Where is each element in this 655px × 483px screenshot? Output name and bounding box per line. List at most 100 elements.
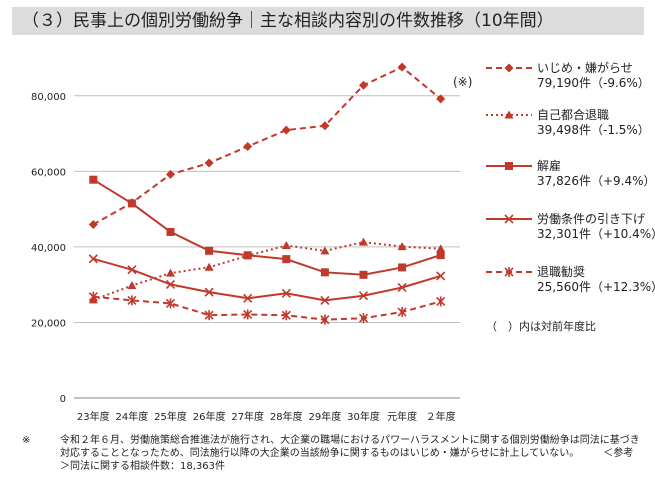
data-point [243, 293, 253, 303]
data-point [320, 121, 330, 131]
data-point [320, 295, 330, 305]
x-tick-label: 29年度 [309, 410, 342, 423]
data-point [359, 237, 368, 246]
data-point [281, 241, 291, 250]
legend-swatch-marker [504, 63, 514, 73]
x-tick-label: 24年度 [116, 410, 149, 423]
gridlines [74, 95, 460, 323]
data-point [166, 268, 175, 277]
line-chart: 0 20,000 40,000 60,000 80,000 23年度 24年度 25年度 26年… [31, 60, 655, 423]
legend-swatch-marker [504, 267, 514, 277]
data-point [88, 291, 98, 302]
axes: 0 20,000 40,000 60,000 80,000 23年度 24年度 25年度 26年… [31, 92, 460, 423]
data-point [127, 265, 137, 275]
data-point [359, 270, 368, 279]
legend-swatch-marker [505, 162, 513, 170]
data-point [165, 298, 176, 309]
data-point [436, 251, 445, 260]
data-point [89, 175, 98, 184]
footnote: ※ 令和２年６月、労働施策総合推進法が施行され、大企業の職場におけるパワーハラス… [22, 434, 642, 473]
x-tick-label: 25年度 [154, 410, 187, 423]
legend-swatch-marker [504, 214, 514, 224]
x-tick-label: 30年度 [347, 410, 380, 423]
data-point [204, 262, 214, 271]
data-point [243, 309, 253, 320]
data-point [397, 62, 407, 72]
page-title: （３）民事上の個別労働紛争｜主な相談内容別の件数推移（10年間） [12, 7, 644, 35]
series-line [93, 295, 441, 321]
series-line [92, 66, 442, 226]
series-1 [88, 237, 446, 304]
data-point [204, 287, 214, 297]
data-point [127, 199, 136, 208]
footnote-text: 令和２年６月、労働施策総合推進法が施行され、大企業の職場におけるパワーハラスメン… [60, 435, 640, 459]
data-point [281, 310, 291, 321]
footnote-mark: ※ [22, 435, 31, 446]
series-4 [88, 291, 446, 325]
data-point [358, 313, 369, 324]
x-tick-label: 26年度 [193, 410, 226, 423]
data-point [88, 219, 98, 229]
data-point [88, 254, 98, 264]
legend-detail: 39,498件（-1.5%） [537, 123, 650, 137]
legend-label: 労働条件の引き下げ [537, 212, 645, 226]
series-0 [88, 62, 446, 229]
footnote-reference: ＜参考＞同法に関する相談件数：18,363件 [60, 448, 634, 472]
data-point [436, 94, 446, 104]
legend-label: 解雇 [537, 158, 561, 173]
data-point [281, 288, 291, 298]
data-point [320, 246, 330, 255]
data-point [166, 227, 175, 236]
data-point [397, 307, 407, 318]
y-tick-label: 40,000 [31, 243, 66, 254]
data-point [127, 295, 137, 306]
x-tick-label: 27年度 [231, 410, 264, 423]
series-lines [88, 62, 446, 325]
legend-detail: 79,190件（-9.6%） [537, 76, 650, 90]
x-tick-label: 元年度 [387, 410, 417, 423]
data-point [127, 281, 137, 290]
data-point [205, 246, 214, 255]
series-line [92, 241, 441, 301]
data-point [165, 279, 176, 289]
y-tick-label: 80,000 [31, 92, 66, 103]
data-point [436, 271, 446, 281]
x-tick-label: 28年度 [270, 410, 303, 423]
legend-label: いじめ・嫌がらせ [537, 60, 633, 75]
series-line [92, 178, 442, 276]
data-point [204, 310, 214, 321]
data-point [436, 244, 446, 253]
legend-note: （ ）内は対前年度比 [486, 319, 596, 333]
legend-detail: 37,826件（+9.4%） [537, 174, 655, 188]
data-point [320, 268, 329, 277]
data-point [398, 263, 407, 272]
x-tick-label: ２年度 [426, 410, 456, 423]
data-point [243, 142, 253, 152]
series-line [93, 257, 441, 302]
legend-label: 退職勧奨 [537, 265, 585, 279]
legend-detail: 32,301件（+10.4%） [537, 227, 655, 241]
x-tick-label: 23年度 [77, 410, 110, 423]
data-point [359, 80, 368, 90]
data-point [358, 291, 369, 301]
data-point [282, 255, 291, 264]
series-3 [88, 254, 446, 305]
data-point [436, 296, 446, 307]
y-tick-label: 60,000 [31, 167, 66, 178]
data-point [281, 125, 291, 135]
legend-detail: 25,560件（+12.3%） [537, 280, 655, 294]
data-point [397, 282, 407, 293]
data-point [243, 251, 252, 260]
data-point [320, 314, 330, 325]
series-2 [89, 175, 445, 279]
legend-label: 自己都合退職 [537, 107, 609, 122]
data-point [166, 169, 175, 179]
note-mark: (※) [453, 75, 472, 89]
data-point [204, 158, 214, 168]
